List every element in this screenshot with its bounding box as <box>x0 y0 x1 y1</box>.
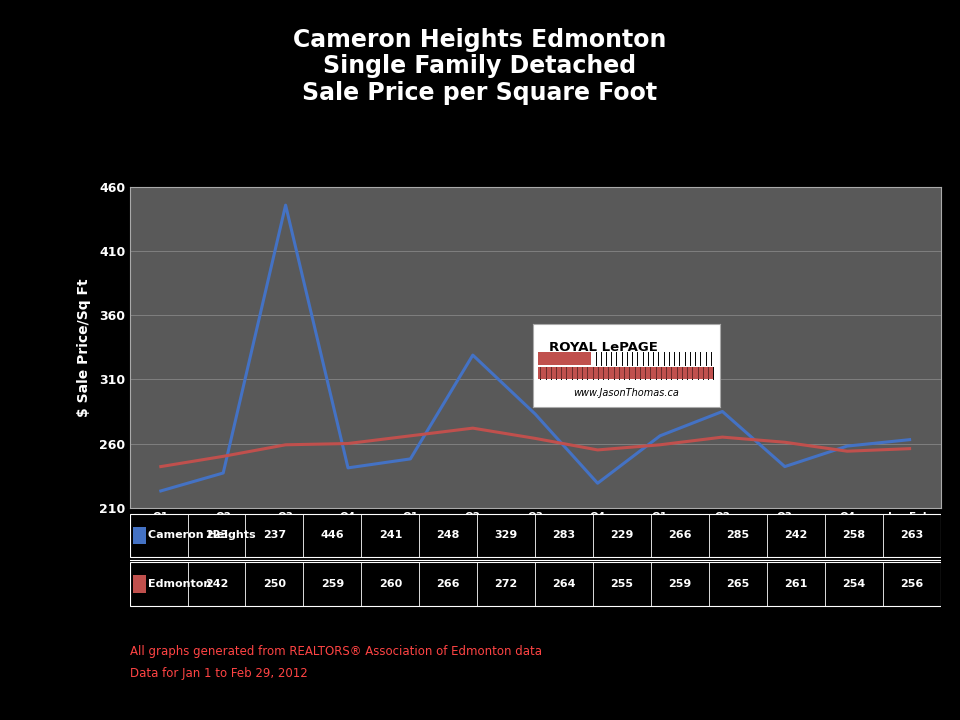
Text: 242: 242 <box>204 579 228 589</box>
Text: 283: 283 <box>553 531 576 541</box>
Text: www.JasonThomas.ca: www.JasonThomas.ca <box>573 388 680 397</box>
Text: Single Family Detached: Single Family Detached <box>324 54 636 78</box>
Text: 258: 258 <box>842 531 866 541</box>
Text: 248: 248 <box>437 531 460 541</box>
Text: 329: 329 <box>494 531 517 541</box>
Bar <box>133 527 146 544</box>
Text: 265: 265 <box>727 579 750 589</box>
Text: 285: 285 <box>727 531 750 541</box>
Text: 254: 254 <box>842 579 866 589</box>
Text: 260: 260 <box>378 579 402 589</box>
Bar <box>133 575 146 593</box>
Text: All graphs generated from REALTORS® Association of Edmonton data: All graphs generated from REALTORS® Asso… <box>130 645 541 658</box>
Text: 266: 266 <box>668 531 692 541</box>
Text: 259: 259 <box>321 579 344 589</box>
Text: Sale Price per Square Foot: Sale Price per Square Foot <box>302 81 658 105</box>
Bar <box>130 513 941 557</box>
Text: 256: 256 <box>900 579 924 589</box>
Text: 446: 446 <box>321 531 345 541</box>
Y-axis label: $ Sale Price/Sq Ft: $ Sale Price/Sq Ft <box>77 278 91 417</box>
Text: Edmonton: Edmonton <box>148 579 211 589</box>
Text: Data for Jan 1 to Feb 29, 2012: Data for Jan 1 to Feb 29, 2012 <box>130 667 307 680</box>
Bar <box>539 367 712 379</box>
Text: 237: 237 <box>263 531 286 541</box>
Text: Cameron Heights Edmonton: Cameron Heights Edmonton <box>294 27 666 52</box>
Text: 261: 261 <box>784 579 807 589</box>
Bar <box>539 352 590 365</box>
Text: 259: 259 <box>668 579 692 589</box>
Text: 250: 250 <box>263 579 286 589</box>
Bar <box>592 352 712 365</box>
Text: Cameron Heights: Cameron Heights <box>148 531 255 541</box>
Text: 272: 272 <box>494 579 517 589</box>
Bar <box>539 367 712 379</box>
Text: 242: 242 <box>784 531 807 541</box>
Text: 266: 266 <box>437 579 460 589</box>
Text: 223: 223 <box>204 531 228 541</box>
Text: 255: 255 <box>611 579 634 589</box>
Text: 229: 229 <box>611 531 634 541</box>
Text: 241: 241 <box>378 531 402 541</box>
Text: 264: 264 <box>552 579 576 589</box>
Bar <box>130 562 941 606</box>
Text: 263: 263 <box>900 531 924 541</box>
Text: ROYAL LePAGE: ROYAL LePAGE <box>549 341 659 354</box>
